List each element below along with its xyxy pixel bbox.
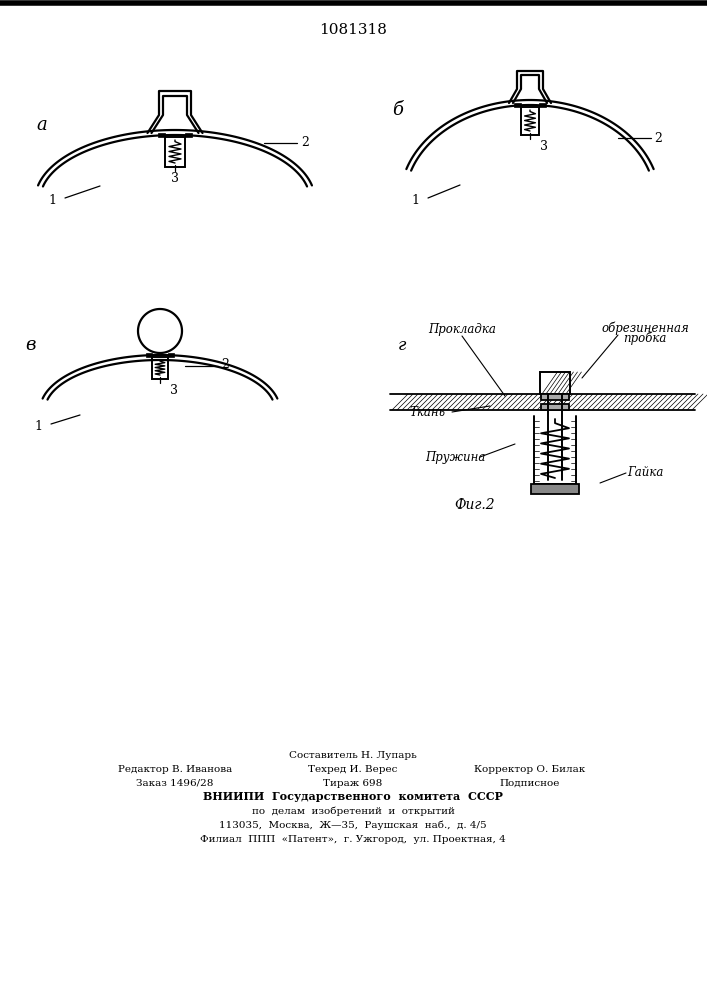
Text: Техред И. Верес: Техред И. Верес	[308, 764, 397, 774]
Text: пробка: пробка	[624, 331, 667, 345]
Text: 2: 2	[301, 135, 309, 148]
Bar	[521, 107, 539, 135]
Text: 2: 2	[221, 359, 229, 371]
Bar	[168, 353, 174, 357]
Text: Гайка: Гайка	[627, 466, 663, 480]
Bar	[531, 484, 579, 494]
Bar	[541, 394, 569, 400]
Bar	[152, 357, 168, 379]
Bar	[165, 137, 185, 167]
Bar	[541, 404, 569, 410]
Text: 1: 1	[34, 420, 42, 432]
Text: Ткань: Ткань	[409, 406, 445, 418]
Text: Фиг.2: Фиг.2	[455, 498, 496, 512]
Bar	[514, 103, 521, 107]
Bar	[146, 353, 152, 357]
Text: Заказ 1496/28: Заказ 1496/28	[136, 778, 214, 788]
Text: б: б	[392, 101, 404, 119]
Bar	[185, 133, 192, 137]
Bar	[539, 103, 546, 107]
Text: Филиал  ППП  «Патент»,  г. Ужгород,  ул. Проектная, 4: Филиал ППП «Патент», г. Ужгород, ул. Про…	[200, 834, 506, 844]
Text: Редактор В. Иванова: Редактор В. Иванова	[118, 764, 232, 774]
Bar	[540, 372, 570, 394]
Text: 1081318: 1081318	[319, 23, 387, 37]
Text: 3: 3	[170, 383, 178, 396]
Text: по  делам  изобретений  и  открытий: по делам изобретений и открытий	[252, 806, 455, 816]
Text: 3: 3	[540, 140, 548, 153]
Text: Пружина: Пружина	[425, 450, 485, 464]
Text: ВНИИПИ  Государственного  комитета  СССР: ВНИИПИ Государственного комитета СССР	[203, 792, 503, 802]
Text: Прокладка: Прокладка	[428, 324, 496, 336]
Text: Составитель Н. Лупарь: Составитель Н. Лупарь	[289, 750, 417, 760]
Text: г: г	[398, 338, 407, 355]
Text: 1: 1	[411, 194, 419, 207]
Text: 3: 3	[171, 172, 179, 186]
Text: 1: 1	[48, 194, 56, 207]
Text: Подписное: Подписное	[500, 778, 560, 788]
Text: a: a	[37, 116, 47, 134]
Bar	[158, 133, 165, 137]
Text: обрезиненная: обрезиненная	[601, 321, 689, 335]
Text: 113035,  Москва,  Ж—35,  Раушская  наб.,  д. 4/5: 113035, Москва, Ж—35, Раушская наб., д. …	[219, 820, 487, 830]
Text: Тираж 698: Тираж 698	[323, 778, 382, 788]
Text: Корректор О. Билак: Корректор О. Билак	[474, 764, 585, 774]
Text: 2: 2	[654, 131, 662, 144]
Text: в: в	[25, 336, 35, 354]
